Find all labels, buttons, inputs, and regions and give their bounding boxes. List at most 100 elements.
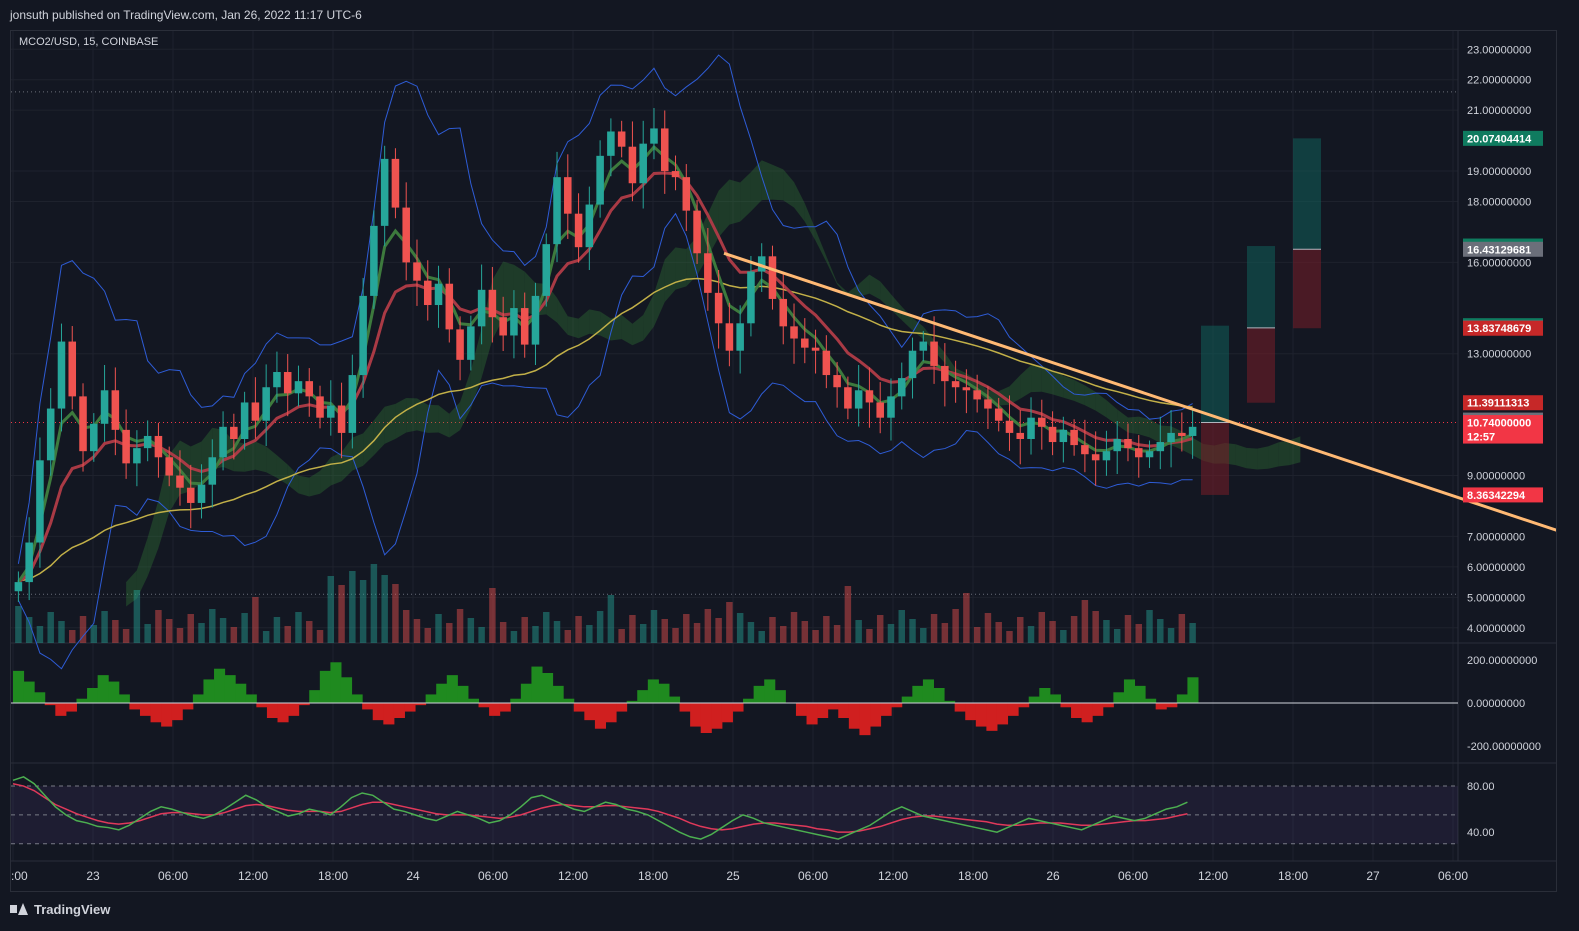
price-label-bg xyxy=(1463,130,1543,146)
osc-bar xyxy=(150,703,162,723)
osc-bar xyxy=(700,703,712,733)
volume-bar xyxy=(941,623,949,643)
osc-bar xyxy=(1123,679,1136,703)
brand-label: TradingView xyxy=(34,901,111,917)
cloud-segment xyxy=(449,401,461,438)
volume-bar xyxy=(1103,620,1110,643)
osc-bar xyxy=(425,694,437,703)
cloud-segment xyxy=(190,441,202,491)
cloud-segment xyxy=(826,256,838,285)
bollinger-upper xyxy=(17,54,1193,564)
volume-bar xyxy=(887,624,895,643)
volume-bar xyxy=(144,624,151,643)
cloud-segment xyxy=(718,179,730,238)
osc-bar xyxy=(944,700,956,703)
time-tick-label: 06:00 xyxy=(1118,869,1148,883)
volume-bar xyxy=(952,609,959,643)
osc-bar xyxy=(679,703,691,712)
ma-mid-line xyxy=(17,171,1194,584)
osc-bar xyxy=(563,698,575,703)
candle-body xyxy=(574,213,583,248)
osc-bar xyxy=(340,677,353,703)
osc-bar xyxy=(436,683,448,703)
cloud-segment xyxy=(1246,447,1258,470)
price-label-bg xyxy=(1463,415,1543,431)
candle-body xyxy=(639,143,647,184)
volume-bar xyxy=(1167,628,1175,643)
trendline xyxy=(723,251,1556,532)
cloud-segment xyxy=(912,317,924,340)
cloud-segment xyxy=(147,500,159,577)
cloud-segment xyxy=(632,315,644,346)
chart-canvas[interactable]: 23.00000000 22.00000000 21.00000000 19.0000… xyxy=(11,31,1556,891)
osc-bar xyxy=(55,703,67,716)
price-tick-label: 7.00000000 xyxy=(1467,531,1525,543)
cloud-segment xyxy=(869,274,881,300)
candle-body xyxy=(887,396,895,418)
volume-bar xyxy=(532,626,539,643)
candle-body xyxy=(520,308,529,345)
price-tick-label: 22.00000000 xyxy=(1467,75,1531,87)
osc-bar xyxy=(1018,703,1030,708)
candle-body xyxy=(908,350,917,379)
price-label-bg xyxy=(1463,241,1543,257)
cloud-segment xyxy=(136,537,148,599)
cloud-segment xyxy=(1020,365,1032,399)
candle-body xyxy=(359,295,367,376)
candle-body xyxy=(305,381,314,397)
candle-body xyxy=(833,375,841,388)
osc-bar xyxy=(838,703,850,718)
volume-bar xyxy=(672,628,679,643)
volume-bar xyxy=(855,620,862,643)
candle-body xyxy=(262,387,270,421)
candle-body xyxy=(1038,417,1046,427)
osc-bar xyxy=(827,703,839,710)
candle-body xyxy=(68,341,77,397)
cloud-segment xyxy=(126,570,137,607)
candle-body xyxy=(1070,429,1078,446)
osc-bar xyxy=(1113,692,1125,703)
osc-bar xyxy=(171,703,183,721)
position-2-target-zone xyxy=(1247,246,1275,328)
candle-body xyxy=(499,317,507,336)
osc-bar xyxy=(76,698,88,703)
osc-bar xyxy=(743,698,755,703)
volume-bar xyxy=(726,602,733,643)
volume-bar xyxy=(747,622,755,643)
cloud-segment xyxy=(1031,365,1042,393)
candle-body xyxy=(122,429,130,464)
candle-body xyxy=(854,390,863,409)
volume-bar xyxy=(1049,621,1056,643)
osc-bar xyxy=(605,703,617,723)
osc-bar xyxy=(129,703,141,710)
candle-body xyxy=(897,378,906,397)
candle-body xyxy=(650,128,658,144)
osc-bar xyxy=(13,670,25,703)
cloud-segment xyxy=(1257,446,1269,470)
chart-frame[interactable]: 23.00000000 22.00000000 21.00000000 19.0000… xyxy=(10,30,1557,892)
osc-bar xyxy=(97,675,109,703)
symbol-label: MCO2/USD, 15, COINBASE xyxy=(19,36,159,48)
footer-brand[interactable]: TradingView xyxy=(10,898,110,920)
candle-body xyxy=(434,283,443,306)
cloud-segment xyxy=(567,316,579,339)
time-tick-label: 12:00 xyxy=(1198,869,1228,883)
volume-bar xyxy=(79,616,87,643)
cloud-segment xyxy=(363,420,374,466)
volume-bar xyxy=(370,564,378,643)
volume-bar xyxy=(639,624,647,643)
osc-bar xyxy=(309,690,321,703)
cloud-segment xyxy=(298,475,310,497)
candle-body xyxy=(143,435,152,449)
volume-bar xyxy=(252,597,259,643)
cloud-segment xyxy=(890,294,902,321)
osc-bar xyxy=(393,703,405,718)
price-label-bg xyxy=(1463,429,1543,444)
oscillator-pane xyxy=(11,662,1458,736)
candle-body xyxy=(671,171,680,178)
candle-body xyxy=(725,323,734,351)
osc-bar xyxy=(1028,696,1040,703)
price-tick-label: 5.00000000 xyxy=(1467,592,1525,604)
volume-bar xyxy=(295,612,302,643)
candle-body xyxy=(1005,420,1014,433)
